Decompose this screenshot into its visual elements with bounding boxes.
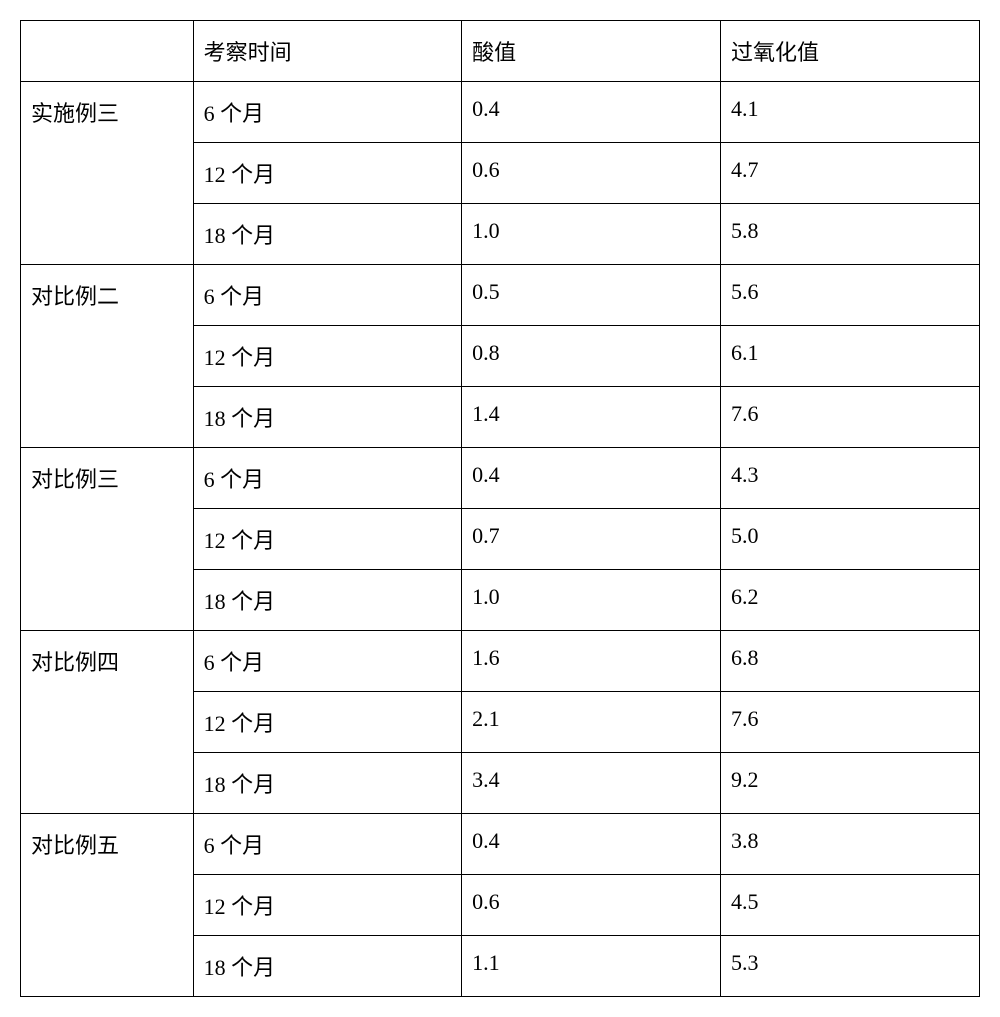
cell-acid: 1.4 [462, 387, 721, 448]
cell-acid: 3.4 [462, 753, 721, 814]
cell-peroxide: 5.8 [721, 204, 980, 265]
cell-acid: 1.6 [462, 631, 721, 692]
table-header-row: 考察时间 酸值 过氧化值 [21, 21, 980, 82]
data-table: 考察时间 酸值 过氧化值 实施例三 6 个月 0.4 4.1 12 个月 0.6… [20, 20, 980, 997]
table-row: 对比例三 6 个月 0.4 4.3 [21, 448, 980, 509]
cell-peroxide: 3.8 [721, 814, 980, 875]
cell-peroxide: 5.0 [721, 509, 980, 570]
group-label: 对比例三 [21, 448, 194, 631]
cell-acid: 0.4 [462, 82, 721, 143]
cell-peroxide: 9.2 [721, 753, 980, 814]
group-label: 对比例四 [21, 631, 194, 814]
cell-time: 18 个月 [193, 387, 462, 448]
group-label: 对比例五 [21, 814, 194, 997]
cell-time: 6 个月 [193, 814, 462, 875]
cell-peroxide: 6.8 [721, 631, 980, 692]
cell-acid: 0.6 [462, 875, 721, 936]
cell-peroxide: 4.3 [721, 448, 980, 509]
cell-acid: 0.6 [462, 143, 721, 204]
group-label: 对比例二 [21, 265, 194, 448]
cell-peroxide: 7.6 [721, 692, 980, 753]
cell-time: 18 个月 [193, 204, 462, 265]
cell-peroxide: 6.2 [721, 570, 980, 631]
table-body: 考察时间 酸值 过氧化值 实施例三 6 个月 0.4 4.1 12 个月 0.6… [21, 21, 980, 997]
cell-peroxide: 5.3 [721, 936, 980, 997]
cell-time: 12 个月 [193, 143, 462, 204]
cell-time: 18 个月 [193, 570, 462, 631]
cell-peroxide: 4.7 [721, 143, 980, 204]
group-label: 实施例三 [21, 82, 194, 265]
cell-acid: 2.1 [462, 692, 721, 753]
data-table-container: 考察时间 酸值 过氧化值 实施例三 6 个月 0.4 4.1 12 个月 0.6… [20, 20, 980, 997]
cell-acid: 1.0 [462, 570, 721, 631]
header-peroxide: 过氧化值 [721, 21, 980, 82]
cell-peroxide: 4.1 [721, 82, 980, 143]
header-acid: 酸值 [462, 21, 721, 82]
cell-peroxide: 4.5 [721, 875, 980, 936]
cell-time: 6 个月 [193, 265, 462, 326]
cell-time: 6 个月 [193, 448, 462, 509]
cell-acid: 0.4 [462, 448, 721, 509]
cell-time: 12 个月 [193, 875, 462, 936]
header-group [21, 21, 194, 82]
cell-acid: 1.1 [462, 936, 721, 997]
cell-acid: 1.0 [462, 204, 721, 265]
cell-acid: 0.4 [462, 814, 721, 875]
table-row: 对比例二 6 个月 0.5 5.6 [21, 265, 980, 326]
cell-peroxide: 6.1 [721, 326, 980, 387]
cell-acid: 0.7 [462, 509, 721, 570]
cell-peroxide: 5.6 [721, 265, 980, 326]
cell-acid: 0.5 [462, 265, 721, 326]
cell-acid: 0.8 [462, 326, 721, 387]
cell-time: 18 个月 [193, 753, 462, 814]
cell-peroxide: 7.6 [721, 387, 980, 448]
cell-time: 6 个月 [193, 82, 462, 143]
cell-time: 6 个月 [193, 631, 462, 692]
cell-time: 12 个月 [193, 326, 462, 387]
table-row: 对比例四 6 个月 1.6 6.8 [21, 631, 980, 692]
cell-time: 12 个月 [193, 509, 462, 570]
table-row: 对比例五 6 个月 0.4 3.8 [21, 814, 980, 875]
header-time: 考察时间 [193, 21, 462, 82]
cell-time: 18 个月 [193, 936, 462, 997]
cell-time: 12 个月 [193, 692, 462, 753]
table-row: 实施例三 6 个月 0.4 4.1 [21, 82, 980, 143]
